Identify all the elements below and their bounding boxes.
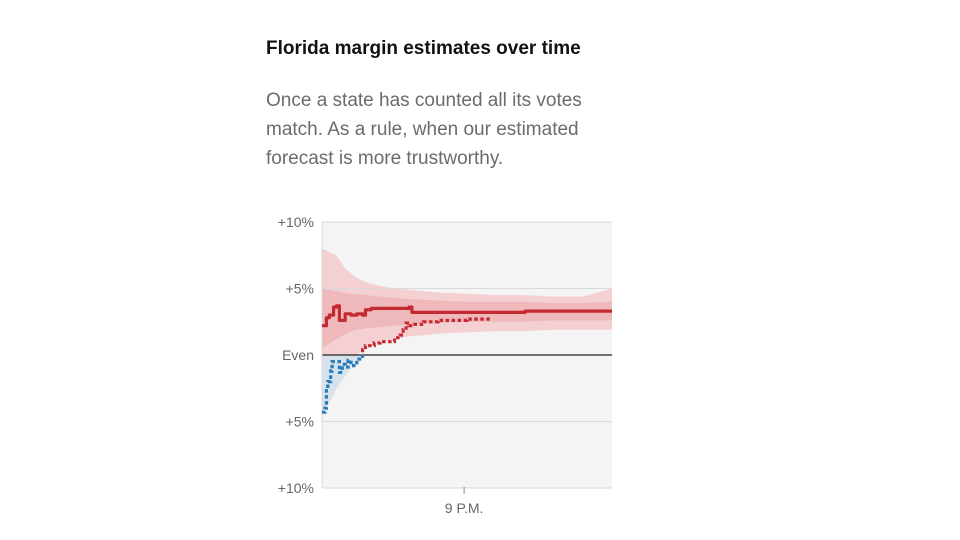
y-axis-ticks: +10% +5% Even +5% +10% bbox=[278, 214, 314, 496]
vote-count-margin-line-red bbox=[358, 317, 492, 355]
y-tick-label: +10% bbox=[278, 214, 314, 230]
republican-margin-line bbox=[322, 304, 612, 328]
y-tick-label: +5% bbox=[286, 414, 314, 430]
series-lines bbox=[322, 304, 612, 414]
y-tick-label: +5% bbox=[286, 281, 314, 297]
vote-count-margin-line-blue bbox=[322, 355, 365, 414]
y-tick-label: +10% bbox=[278, 480, 314, 496]
y-tick-label: Even bbox=[282, 347, 314, 363]
outer-uncertainty-band bbox=[322, 248, 612, 415]
description-line: match. As a rule, when our estimated bbox=[266, 119, 579, 140]
inner-uncertainty-band bbox=[322, 288, 612, 349]
x-axis-ticks: 9 P.M. bbox=[445, 487, 484, 516]
chart-title: Florida margin estimates over time bbox=[266, 38, 581, 59]
description-line: Once a state has counted all its votes bbox=[266, 90, 582, 111]
chart-description: Once a state has counted all its votes m… bbox=[266, 86, 616, 173]
x-tick-label: 9 P.M. bbox=[445, 500, 484, 516]
grid-lines bbox=[321, 221, 612, 489]
description-line: forecast is more trustworthy. bbox=[266, 148, 504, 169]
